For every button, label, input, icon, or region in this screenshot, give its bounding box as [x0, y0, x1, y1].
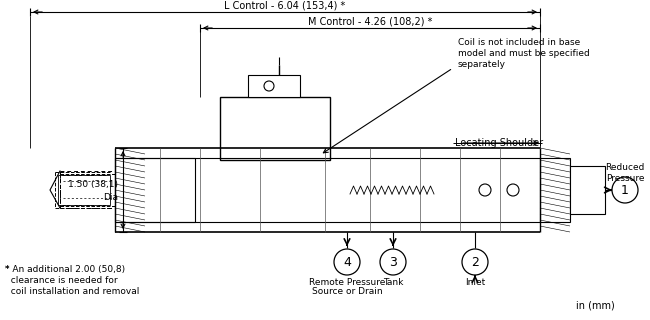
Text: coil installation and removal: coil installation and removal — [5, 287, 139, 296]
Text: Reduced: Reduced — [605, 163, 645, 172]
Text: separately: separately — [458, 60, 506, 69]
Text: 1: 1 — [621, 183, 629, 196]
Bar — [540, 158, 570, 222]
Text: in (mm): in (mm) — [576, 300, 614, 310]
Text: model and must be specified: model and must be specified — [458, 49, 590, 58]
Text: Locating Shoulder: Locating Shoulder — [455, 138, 543, 148]
Text: Coil is not included in base: Coil is not included in base — [458, 38, 580, 47]
Bar — [115, 158, 195, 222]
Text: Remote Pressure: Remote Pressure — [309, 278, 385, 287]
Text: 1.50 (38,1): 1.50 (38,1) — [68, 180, 118, 189]
Text: Inlet: Inlet — [465, 278, 485, 287]
Text: L Control - 6.04 (153,4) *: L Control - 6.04 (153,4) * — [224, 0, 346, 10]
Text: 3: 3 — [389, 255, 397, 268]
Text: Dia: Dia — [103, 193, 118, 202]
Text: 4: 4 — [343, 255, 351, 268]
Text: Tank: Tank — [383, 278, 403, 287]
Bar — [248, 75, 300, 97]
Text: M Control - 4.26 (108,2) *: M Control - 4.26 (108,2) * — [308, 16, 432, 26]
Bar — [58, 175, 110, 205]
Text: clearance is needed for: clearance is needed for — [5, 276, 118, 285]
Text: *: * — [5, 265, 12, 274]
Text: * An additional 2.00 (50,8): * An additional 2.00 (50,8) — [5, 265, 125, 274]
Bar — [570, 166, 605, 214]
Text: 2: 2 — [471, 255, 479, 268]
Text: Source or Drain: Source or Drain — [312, 287, 382, 296]
Text: Pressure: Pressure — [606, 174, 644, 183]
Bar — [220, 97, 330, 160]
